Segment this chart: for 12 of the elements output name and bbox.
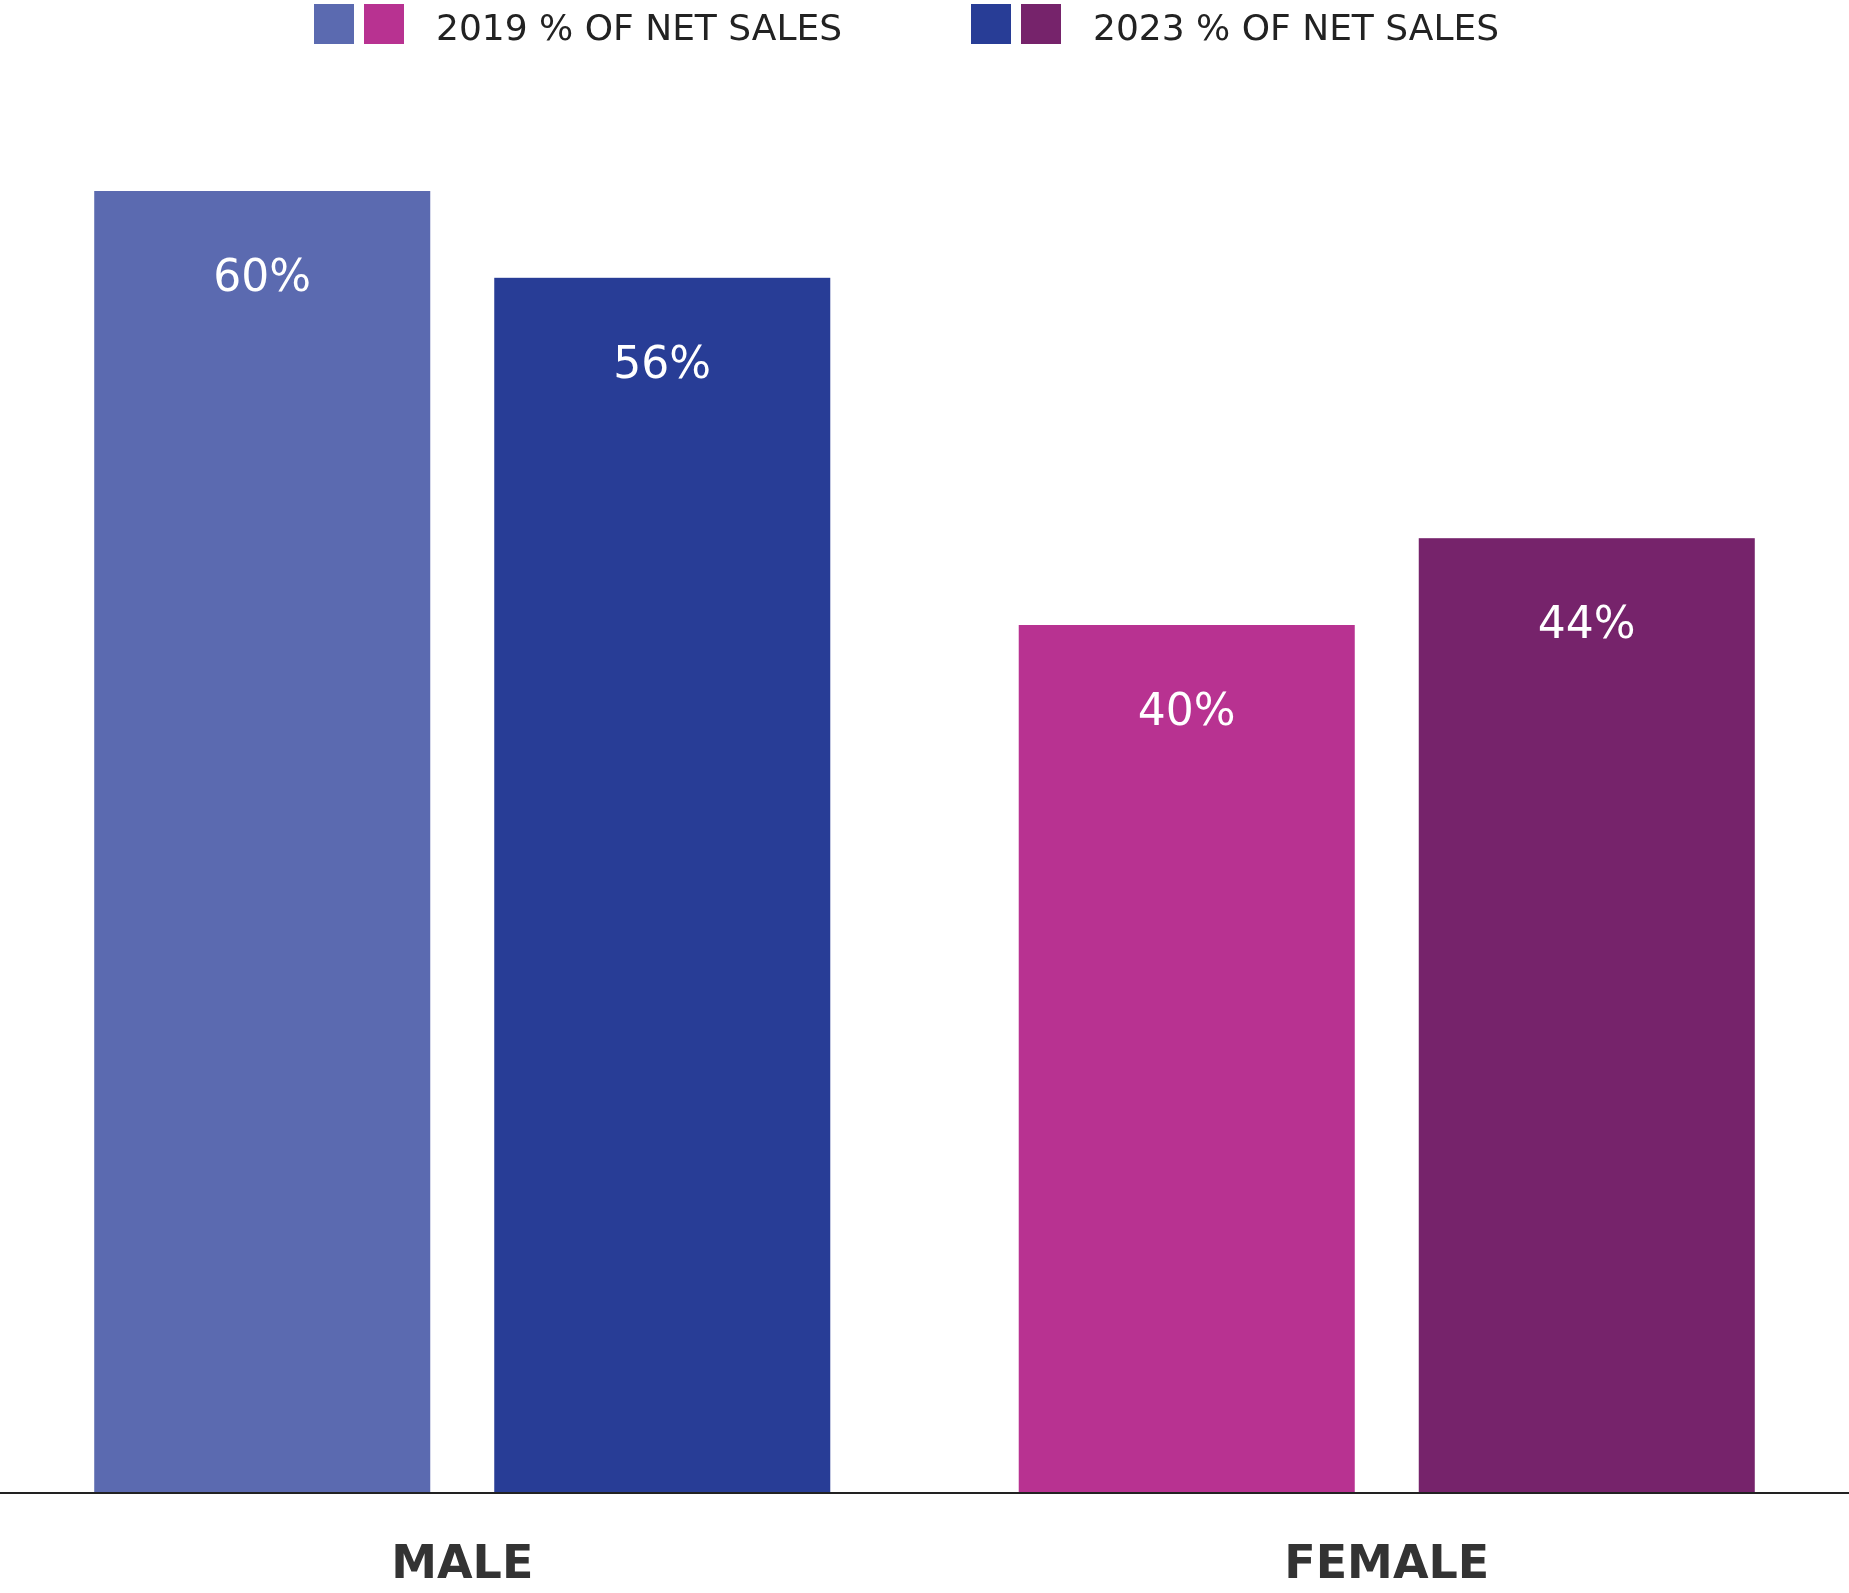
x-tick-label: FEMALE <box>1284 1535 1490 1589</box>
x-tick-label: MALE <box>391 1535 534 1589</box>
data-label: 40% <box>1137 684 1236 735</box>
bar <box>94 191 431 1493</box>
bar <box>1018 625 1355 1493</box>
data-label: 60% <box>213 250 312 301</box>
legend-label: 2019 % OF NET SALES <box>436 7 843 48</box>
legend-label: 2023 % OF NET SALES <box>1093 7 1500 48</box>
bar <box>494 277 831 1493</box>
data-label: 56% <box>613 336 712 388</box>
data-label: 44% <box>1537 597 1636 649</box>
bar <box>1418 538 1755 1493</box>
